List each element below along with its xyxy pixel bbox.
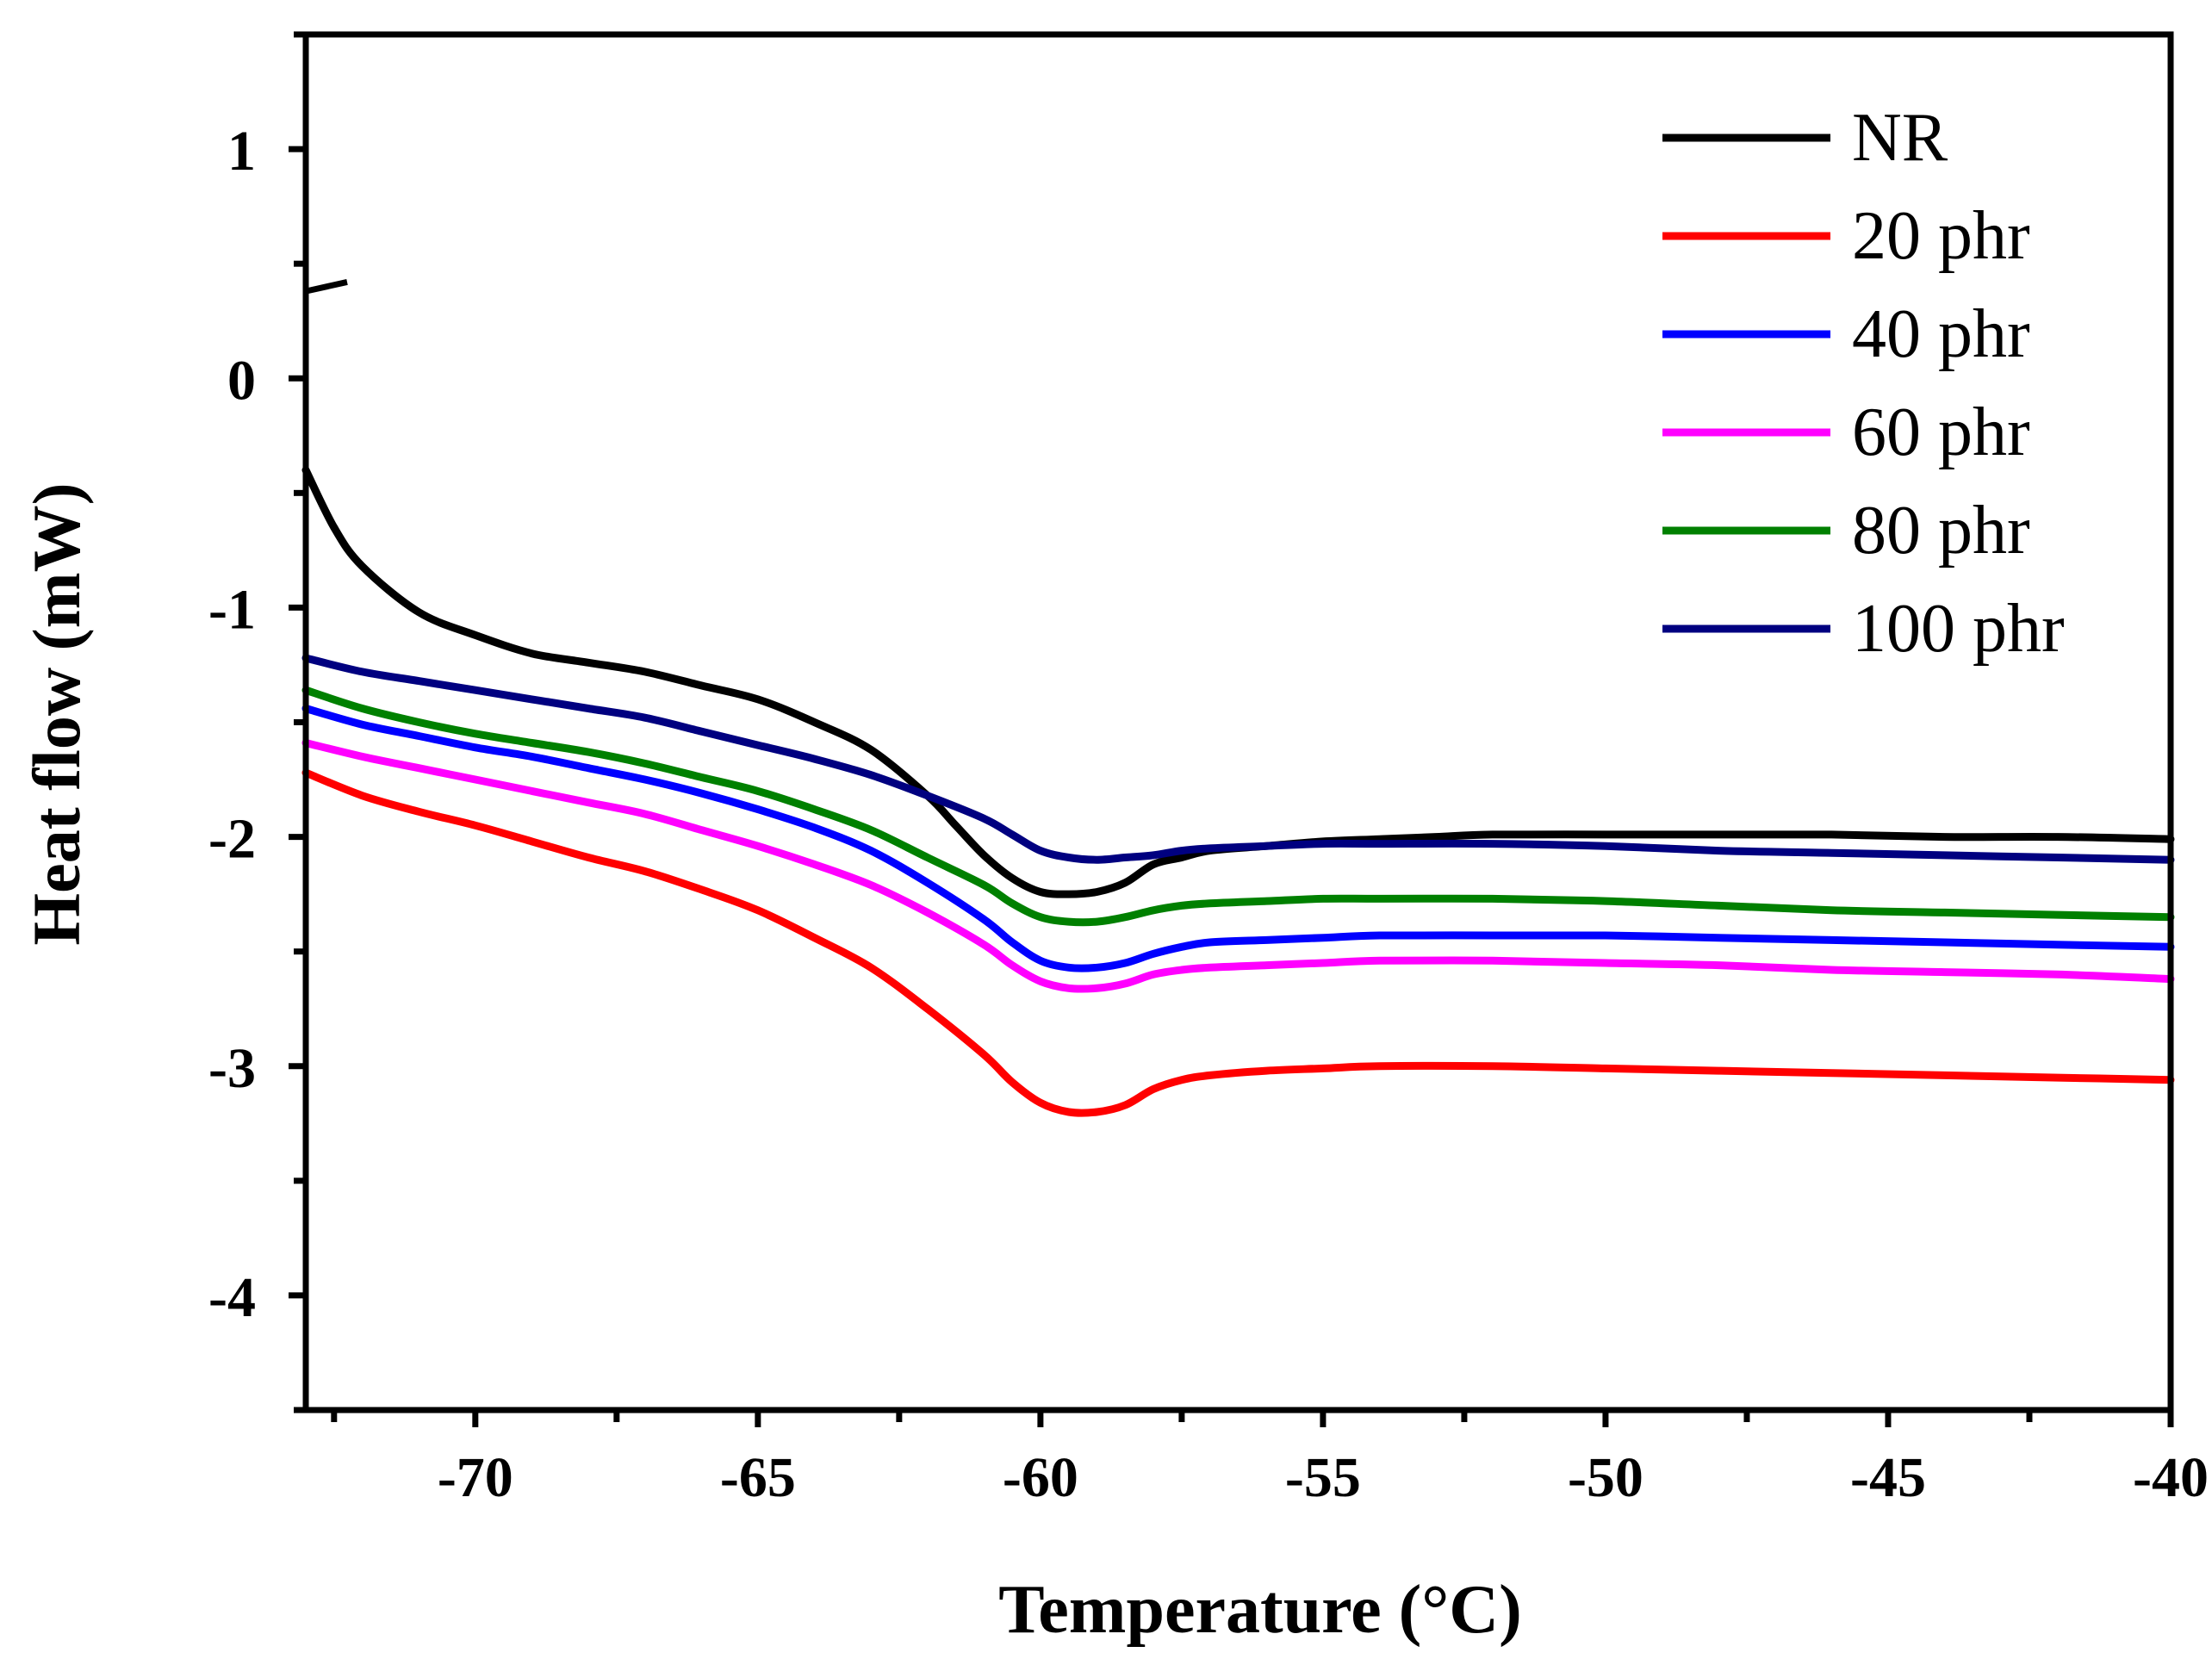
y-axis-break-mark: [305, 279, 348, 295]
legend-label-80-phr: 80 phr: [1852, 493, 2030, 568]
series-line-80-phr: [301, 686, 2175, 927]
x-tick-label: -40: [2133, 1446, 2209, 1509]
legend-label-20-phr: 20 phr: [1852, 198, 2030, 274]
x-tick-label: -45: [1850, 1446, 1926, 1509]
legend-label-40-phr: 40 phr: [1852, 296, 2030, 372]
y-tick-label: -4: [208, 1266, 256, 1329]
legend: NR 20 phr 40 phr 60 phr 80 phr 100 phr: [1662, 100, 2065, 667]
series-line-20-phr: [301, 768, 2175, 1117]
legend-label-60-phr: 60 phr: [1852, 395, 2030, 470]
series-layer: [301, 466, 2175, 1117]
y-tick-label: 0: [227, 349, 256, 412]
series-line-100-phr: [301, 654, 2175, 864]
series-line-nr: [301, 466, 2175, 898]
x-tick-label: -50: [1568, 1446, 1643, 1509]
series-line-40-phr: [301, 705, 2175, 972]
series-line-60-phr: [301, 739, 2175, 993]
x-tick-label: -60: [1003, 1446, 1078, 1509]
y-tick-label: -3: [208, 1037, 256, 1100]
x-axis-title: Temperature (°C): [998, 1572, 1521, 1648]
y-tick-label: 1: [227, 120, 256, 183]
x-tick-label: -55: [1285, 1446, 1361, 1509]
x-tick-label: -65: [720, 1446, 796, 1509]
y-tick-label: -2: [208, 808, 256, 871]
legend-label-nr: NR: [1852, 100, 1948, 176]
axes-layer: -70 -65 -60 -55 -50 -45 -40 1 0 -1 -2 -3 -4: [208, 31, 2209, 1509]
x-tick-label: -70: [438, 1446, 513, 1509]
y-axis-title: Heat flow (mW): [19, 482, 94, 945]
y-tick-label: -1: [208, 578, 256, 641]
legend-label-100-phr: 100 phr: [1852, 591, 2065, 667]
